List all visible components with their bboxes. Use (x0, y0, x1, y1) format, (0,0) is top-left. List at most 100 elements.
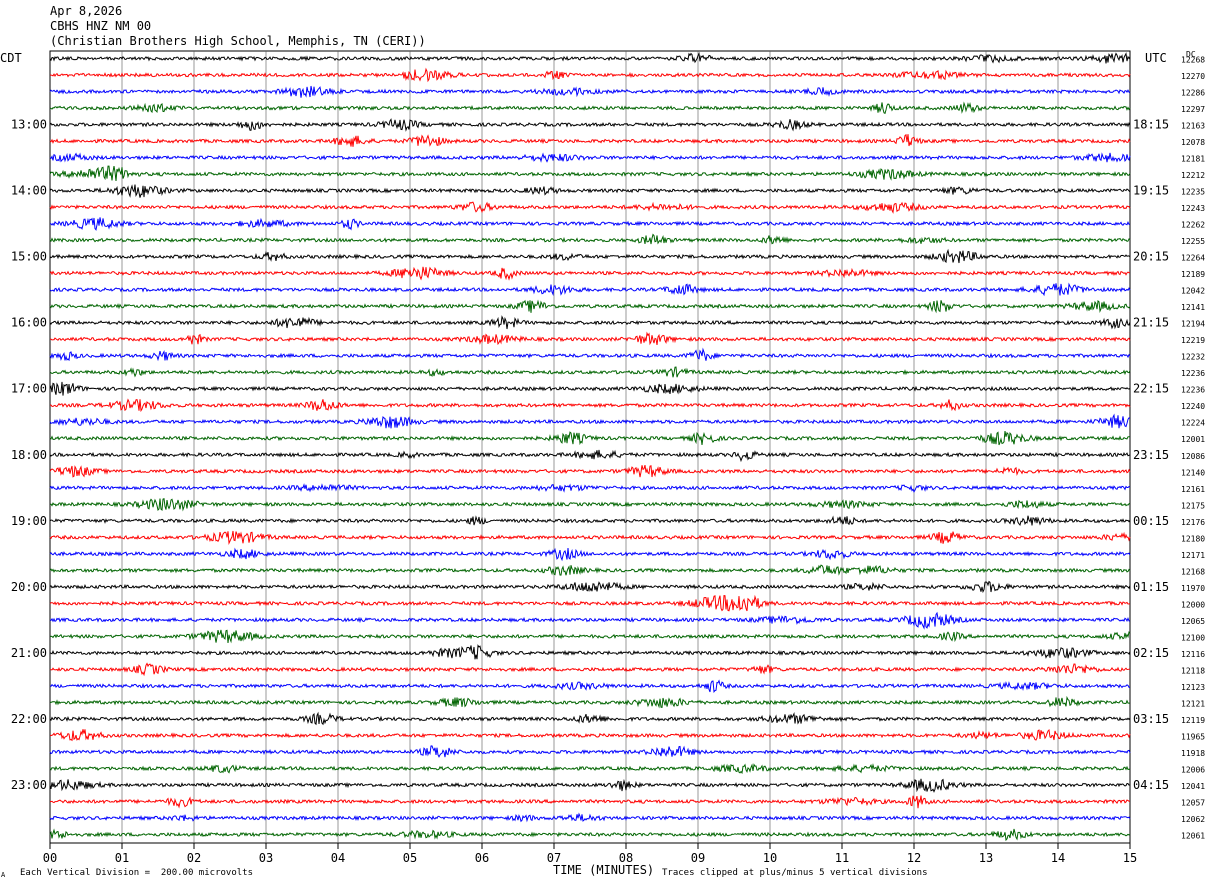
x-tick-label: 09 (691, 851, 705, 865)
dc-offset-label: 12171 (1181, 551, 1205, 560)
trace-line (49, 763, 1131, 775)
trace-line (49, 299, 1131, 314)
plot-frame (49, 50, 1131, 844)
x-tick-label: 11 (835, 851, 849, 865)
dc-offset-label: 12119 (1181, 716, 1205, 725)
dc-offset-label: 12123 (1181, 683, 1205, 692)
scale-note: Each Vertical Division = 200.00 microvol… (20, 868, 253, 878)
dc-offset-label: 12078 (1181, 138, 1205, 147)
dc-offset-label: 12061 (1181, 832, 1205, 841)
trace-line (50, 695, 1131, 709)
right-hour-label: 04:15 (1133, 778, 1169, 792)
dc-offset-label: 12163 (1181, 122, 1205, 131)
x-tick-label: 02 (187, 851, 201, 865)
dc-offset-label: 12194 (1181, 320, 1205, 329)
dc-offset-label: 12268 (1181, 56, 1205, 65)
trace-line (49, 217, 1131, 231)
trace-line (49, 547, 1131, 562)
x-axis-title: TIME (MINUTES) (553, 863, 655, 877)
dc-offset-label: 12236 (1181, 369, 1205, 378)
dc-offset-label: 12236 (1181, 386, 1205, 395)
plot-header: Apr 8,2026 CBHS HNZ NM 00 (Christian Broth… (50, 4, 426, 49)
left-timezone-label: CDT (0, 51, 22, 65)
x-tick-label: 01 (115, 851, 129, 865)
trace-line (49, 464, 1131, 478)
dc-offset-label: 12116 (1181, 650, 1205, 659)
trace-line (49, 152, 1131, 163)
dc-offset-label: 12286 (1181, 89, 1205, 98)
trace-line (49, 233, 1131, 245)
trace-line (49, 184, 1131, 198)
dc-offset-label: 12176 (1181, 518, 1205, 527)
x-tick-label: 15 (1123, 851, 1137, 865)
right-hour-label: 18:15 (1133, 118, 1169, 132)
trace-line (49, 101, 1131, 115)
trace-line (49, 381, 1131, 396)
dc-offset-label: 12255 (1181, 237, 1205, 246)
x-tick-label: 08 (619, 851, 633, 865)
right-timezone-label: UTC (1145, 51, 1167, 65)
x-tick-label: 10 (763, 851, 777, 865)
dc-column-label: DC (1186, 50, 1196, 59)
trace-line (49, 679, 1131, 693)
trace-line (49, 266, 1130, 281)
trace-line (49, 745, 1131, 758)
dc-offset-label: 12189 (1181, 270, 1205, 279)
dc-offset-label: 12235 (1181, 188, 1205, 197)
date-label: Apr 8,2026 (50, 4, 123, 18)
left-hour-label: 20:00 (11, 580, 47, 594)
x-tick-label: 06 (475, 851, 489, 865)
dc-offset-label: 12181 (1181, 155, 1205, 164)
dc-offset-label: 12118 (1181, 666, 1205, 675)
trace-line (49, 828, 1131, 842)
dc-offset-label: 12270 (1181, 72, 1205, 81)
left-hour-label: 22:00 (11, 712, 47, 726)
left-hour-label: 16:00 (11, 316, 47, 330)
dc-offset-label: 12062 (1181, 815, 1205, 824)
dc-offset-label: 12041 (1181, 782, 1205, 791)
x-tick-label: 00 (43, 851, 57, 865)
trace-line (49, 118, 1131, 132)
dc-offset-label: 11965 (1181, 732, 1205, 741)
trace-line (49, 711, 1131, 726)
trace-line (49, 497, 1131, 512)
dc-offset-label: 12180 (1181, 534, 1205, 543)
left-hour-label: 13:00 (11, 118, 47, 132)
right-hour-label: 23:15 (1133, 448, 1169, 462)
location-label: (Christian Brothers High School, Memphis… (50, 34, 426, 48)
dc-offset-label: 12006 (1181, 765, 1205, 774)
trace-line (49, 449, 1131, 463)
x-tick-label: 03 (259, 851, 273, 865)
trace-line (49, 165, 1131, 182)
trace-line (49, 611, 1131, 630)
x-tick-label: 05 (403, 851, 417, 865)
right-hour-label: 21:15 (1133, 316, 1169, 330)
trace-line (49, 580, 1131, 594)
dc-offset-label: 12262 (1181, 221, 1205, 230)
x-tick-label: 07 (547, 851, 561, 865)
left-hour-label: 21:00 (11, 646, 47, 660)
left-hour-label: 18:00 (11, 448, 47, 462)
trace-line (49, 413, 1131, 429)
trace-line (49, 483, 1131, 493)
dc-offset-label: 12297 (1181, 105, 1205, 114)
dc-offset-label: 12065 (1181, 617, 1205, 626)
trace-line (49, 564, 1131, 576)
trace-line (49, 629, 1131, 644)
trace-line (49, 644, 1131, 660)
dc-offset-label: 12243 (1181, 204, 1205, 213)
trace-line (49, 398, 1131, 413)
trace-line (49, 662, 1131, 677)
left-hour-label: 17:00 (11, 382, 47, 396)
dc-offset-label: 12100 (1181, 633, 1205, 642)
dc-offset-label: 12175 (1181, 501, 1205, 510)
trace-line (49, 201, 1131, 214)
dc-offset-label: 12232 (1181, 353, 1205, 362)
right-hour-label: 22:15 (1133, 382, 1169, 396)
right-hour-label: 00:15 (1133, 514, 1169, 528)
dc-offset-label: 12224 (1181, 419, 1205, 428)
dc-offset-label: 12086 (1181, 452, 1205, 461)
x-tick-label: 04 (331, 851, 345, 865)
trace-line (49, 530, 1131, 545)
dc-offset-label: 12212 (1181, 171, 1205, 180)
